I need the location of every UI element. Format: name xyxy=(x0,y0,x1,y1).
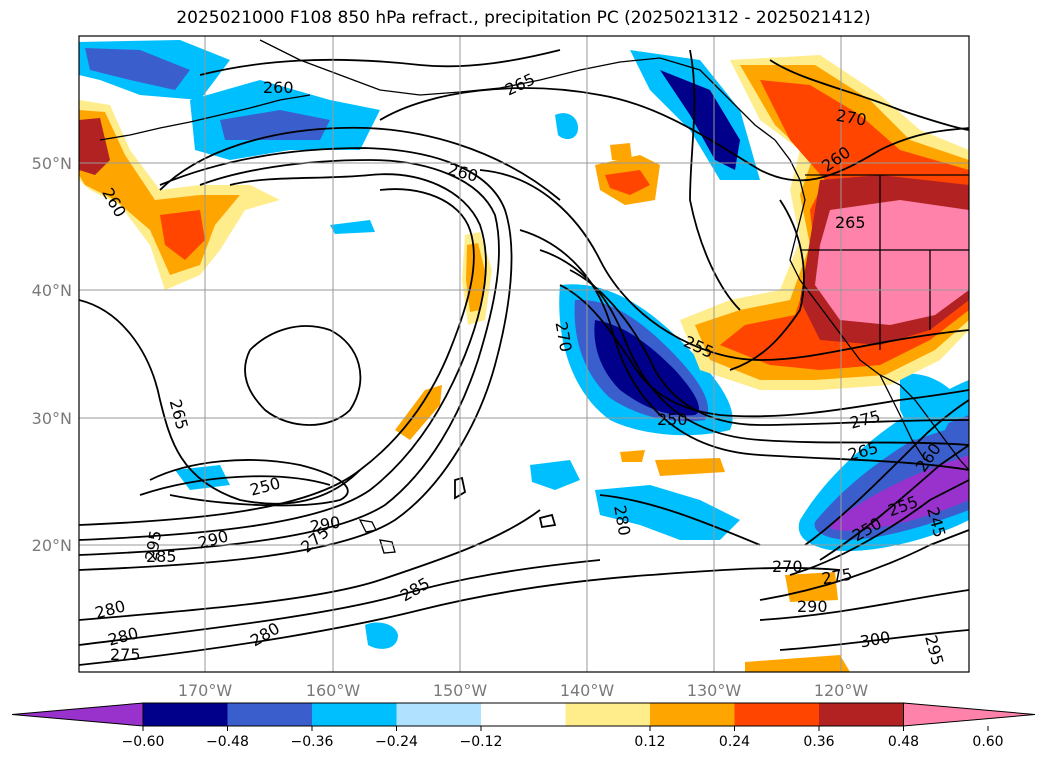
contour-label: 260 xyxy=(263,78,294,97)
contour-line xyxy=(79,567,841,666)
lat-label: 50°N xyxy=(32,154,72,173)
neg-area-small-1 xyxy=(330,220,375,234)
map-frame xyxy=(78,35,970,673)
contour-label: 285 xyxy=(146,547,177,566)
pos-area-small-2 xyxy=(610,143,632,160)
pos-area-west xyxy=(79,100,280,290)
contour-line xyxy=(479,169,969,361)
neg-area-central-core xyxy=(594,320,699,416)
colorbar-segment xyxy=(565,703,651,726)
colorbar-segment xyxy=(650,703,735,726)
colorbar-segment xyxy=(734,703,820,726)
colorbar-tick-label: −0.24 xyxy=(375,734,418,750)
neg-area-small-3 xyxy=(530,460,580,490)
colorbar-tick-label: 0.24 xyxy=(719,734,750,750)
contour-line xyxy=(79,173,487,541)
contour-line xyxy=(79,147,513,571)
contour-line xyxy=(779,629,969,651)
colorbar-segment xyxy=(312,703,397,726)
pos-area-small-5 xyxy=(745,655,850,672)
contour-line xyxy=(819,444,969,561)
contour-line xyxy=(759,529,969,601)
pos-area-thin-1-core xyxy=(466,243,486,312)
pos-area-small-4 xyxy=(785,572,838,602)
lon-label: 170°W xyxy=(178,681,233,700)
contour-line xyxy=(79,159,500,556)
contour-line xyxy=(729,199,805,371)
pos-area-small-6 xyxy=(620,450,645,462)
contour-line xyxy=(199,49,561,76)
contour-label: 265 xyxy=(835,213,866,232)
colorbar: −0.60 −0.48 −0.36 −0.24 −0.12 0.12 0.24 0.36 0.4… xyxy=(11,702,1036,750)
contour-line xyxy=(599,494,761,546)
lon-label: 130°W xyxy=(687,681,742,700)
neg-area-se-core xyxy=(829,455,969,531)
contour-line xyxy=(519,229,969,471)
coastline-na-west xyxy=(774,139,969,471)
coastline-hawaii xyxy=(358,519,396,554)
contour-line xyxy=(569,269,969,426)
lat-label: 30°N xyxy=(32,409,72,428)
colorbar-tick-label: 0.36 xyxy=(803,734,834,750)
contour-line xyxy=(159,126,561,201)
neg-area-small-6 xyxy=(175,465,230,490)
contour-line xyxy=(244,325,362,426)
lon-label: 160°W xyxy=(306,681,361,700)
contour-label: 270 xyxy=(772,557,803,576)
map-title: 2025021000 F108 850 hPa refract., precip… xyxy=(176,8,871,28)
colorbar-segment xyxy=(819,703,904,726)
colorbar-segment xyxy=(481,703,566,726)
contour-line xyxy=(769,59,969,131)
colorbar-segment xyxy=(396,703,482,726)
colorbar-tick-label: −0.12 xyxy=(460,734,503,750)
colorbar-tick-label: 0.60 xyxy=(972,734,1003,750)
neg-area-north-core xyxy=(220,110,330,140)
neg-area-small-5 xyxy=(365,622,398,649)
contour-line xyxy=(789,479,969,576)
contour-line xyxy=(804,399,969,546)
coastline-alaska xyxy=(259,39,776,141)
neg-area-small-2 xyxy=(555,113,578,140)
contour-label: 275 xyxy=(110,645,141,664)
contour-line xyxy=(79,299,361,505)
colorbar-segment xyxy=(143,703,228,726)
lat-label: 40°N xyxy=(32,281,72,300)
coastline-baja xyxy=(879,374,926,461)
contour-lines xyxy=(79,49,969,666)
contour-line xyxy=(79,188,475,526)
colorbar-tick-label: −0.60 xyxy=(122,734,165,750)
lon-label: 120°W xyxy=(814,681,869,700)
pos-area-small-1-core xyxy=(605,170,650,195)
lon-label: 150°W xyxy=(433,681,488,700)
contour-label: 250 xyxy=(657,410,688,429)
pos-area-west-core2 xyxy=(160,210,205,260)
contour-line xyxy=(79,509,541,621)
colorbar-frame xyxy=(142,702,904,727)
contour-label: 290 xyxy=(797,597,828,616)
colorbar-extend-low xyxy=(11,702,144,727)
colorbar-tick-label: 0.48 xyxy=(888,734,919,750)
gridlines xyxy=(79,36,969,672)
pos-area-west-core xyxy=(79,118,110,175)
colorbar-segment xyxy=(227,703,313,726)
contour-line xyxy=(139,475,331,496)
contour-line xyxy=(149,459,349,507)
neg-area-small-7 xyxy=(900,373,960,440)
contour-line xyxy=(79,559,601,646)
neg-area-nw-core xyxy=(85,48,190,90)
neg-area-small-4 xyxy=(595,485,740,540)
lat-label: 20°N xyxy=(32,536,72,555)
contour-line xyxy=(759,589,969,621)
contour-line xyxy=(538,513,557,529)
pos-area-small-3 xyxy=(655,458,725,476)
contour-line xyxy=(689,49,741,311)
colorbar-tick-label: 0.12 xyxy=(634,734,665,750)
lon-label: 140°W xyxy=(560,681,615,700)
colorbar-tick-label: −0.36 xyxy=(291,734,334,750)
colorbar-extend-high xyxy=(903,702,1036,727)
colorbar-tick-label: −0.48 xyxy=(206,734,249,750)
